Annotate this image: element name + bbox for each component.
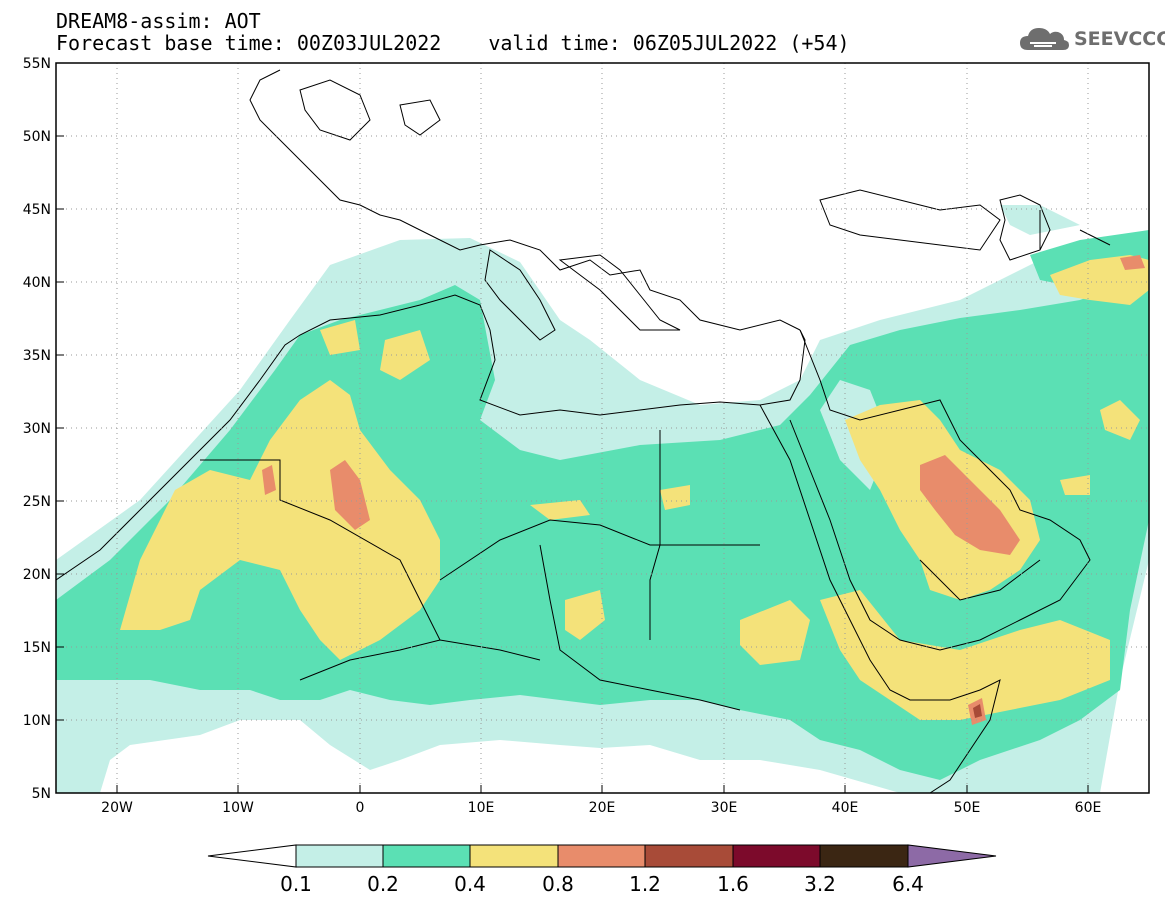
lon-label: 50E [954,800,981,816]
valid-time: valid time: 06Z05JUL2022 (+54) [488,31,850,55]
lat-labels: 55N 50N 45N 40N 35N 30N 25N 20N 15N 10N … [23,56,51,802]
colorbar-under [207,844,297,868]
lon-labels: 20W 10W 0 10E 20E 30E 40E 50E 60E [101,800,1101,816]
colorbar-swatch [295,844,384,868]
colorbar-swatch [732,844,821,868]
lon-label: 10W [222,800,254,816]
graticule [56,63,1149,793]
logo-text: SEEVCCC [1074,28,1165,50]
lat-label: 55N [23,56,51,72]
colorbar-tick: 1.6 [717,872,749,896]
colorbar-swatch [557,844,646,868]
lon-label: 20W [101,800,133,816]
colorbar-swatch [819,844,909,868]
lat-label: 5N [32,786,51,802]
lon-label: 10E [468,800,495,816]
colorbar-tick: 0.4 [454,872,486,896]
lat-label: 20N [23,567,51,583]
time-info: Forecast base time: 00Z03JUL2022 valid ti… [56,32,850,54]
aot-band-0-8 [262,255,1145,725]
colorbar-tick: 0.2 [367,872,399,896]
lat-label: 35N [23,348,51,364]
colorbar-tick: 0.8 [542,872,574,896]
lat-label: 15N [23,640,51,656]
lon-label: 30E [711,800,738,816]
lon-label: 0 [356,800,365,816]
lon-label: 40E [832,800,859,816]
coastlines [56,69,1111,793]
seevccc-logo: SEEVCCC [1018,24,1165,54]
lat-label: 25N [23,494,51,510]
colorbar-tick: 1.2 [629,872,661,896]
axis-ticks [56,62,1089,793]
colorbar-over [907,844,997,868]
colorbar-swatch [644,844,734,868]
colorbar-swatch [382,844,471,868]
aot-band-1-2 [973,704,982,718]
lat-label: 40N [23,275,51,291]
chart-title: DREAM8-assim: AOT [56,9,261,33]
lon-label: 20E [589,800,616,816]
lon-label: 60E [1075,800,1102,816]
colorbar-ticks: 0.1 0.2 0.4 0.8 1.2 1.6 3.2 6.4 [280,872,924,896]
cloud-icon [1020,28,1069,50]
colorbar-swatch [469,844,559,868]
colorbar-tick: 0.1 [280,872,312,896]
colorbar [207,844,997,868]
colorbar-tick: 3.2 [804,872,836,896]
base-time: Forecast base time: 00Z03JUL2022 [56,31,442,55]
lat-label: 50N [23,129,51,145]
aot-field [56,205,1149,793]
lat-label: 30N [23,421,51,437]
colorbar-tick: 6.4 [892,872,924,896]
lat-label: 10N [23,713,51,729]
lat-label: 45N [23,202,51,218]
